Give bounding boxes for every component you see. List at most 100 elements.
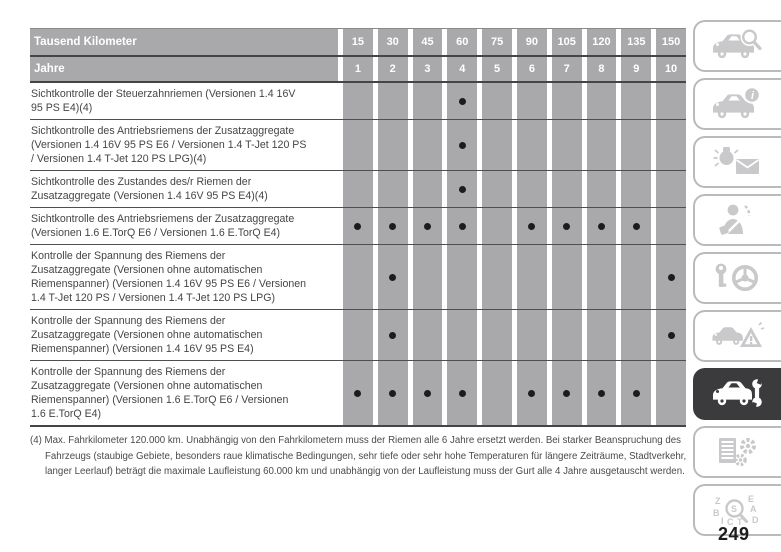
interval-cell xyxy=(412,83,443,119)
document-gears-icon xyxy=(719,438,756,467)
svg-text:A: A xyxy=(750,504,757,514)
footnote: (4) Max. Fahrkilometer 120.000 km. Unabh… xyxy=(30,435,687,477)
interval-cell xyxy=(621,171,652,207)
interval-cell xyxy=(377,83,408,119)
km-col-60: 60 xyxy=(447,29,478,55)
interval-cell xyxy=(586,245,617,309)
interval-cell xyxy=(621,208,652,244)
interval-cell xyxy=(516,120,547,170)
car-warning-triangle-icon xyxy=(712,321,765,347)
scheduled-dot xyxy=(458,141,466,149)
task-description: Sichtkontrolle des Antriebsriemens der Z… xyxy=(31,213,295,239)
interval-cell xyxy=(447,171,478,207)
year-col-9: 9 xyxy=(621,57,652,81)
tab-safety[interactable] xyxy=(693,194,781,246)
svg-text:I: I xyxy=(721,516,724,526)
car-info-icon: i xyxy=(713,87,761,119)
tab-know-vehicle[interactable] xyxy=(693,20,781,72)
tab-warning-lights-messages[interactable] xyxy=(693,136,781,188)
scheduled-dot xyxy=(632,389,640,397)
interval-cell xyxy=(412,361,443,425)
interval-cell xyxy=(482,83,512,119)
tab-dashboard-info[interactable]: i xyxy=(693,78,781,130)
km-col-45: 45 xyxy=(412,29,443,55)
km-col-150: 150 xyxy=(656,29,686,55)
interval-cell xyxy=(447,310,478,360)
tab-starting-driving[interactable] xyxy=(693,252,781,304)
tab-emergency[interactable] xyxy=(693,310,781,362)
interval-cell xyxy=(412,208,443,244)
interval-cell xyxy=(377,120,408,170)
interval-cell xyxy=(516,208,547,244)
schedule-row: Sichtkontrolle des Antriebsriemens der Z… xyxy=(30,208,686,245)
scheduled-dot xyxy=(563,389,571,397)
interval-cell xyxy=(656,208,686,244)
interval-cell xyxy=(656,310,686,360)
interval-cell xyxy=(447,245,478,309)
svg-text:D: D xyxy=(752,515,759,525)
interval-cell xyxy=(586,171,617,207)
year-col-7: 7 xyxy=(551,57,582,81)
svg-text:i: i xyxy=(751,90,755,102)
scheduled-dot xyxy=(354,222,362,230)
year-col-6: 6 xyxy=(516,57,547,81)
task-description: Sichtkontrolle der Steuerzahnriemen (Ver… xyxy=(31,88,296,114)
scheduled-dot xyxy=(458,222,466,230)
interval-cell xyxy=(343,120,373,170)
warning-light-envelope-icon xyxy=(713,147,759,174)
interval-cell xyxy=(377,208,408,244)
interval-cell xyxy=(656,361,686,425)
year-col-4: 4 xyxy=(447,57,478,81)
tab-technical-data[interactable] xyxy=(693,426,781,478)
km-col-90: 90 xyxy=(516,29,547,55)
interval-cell xyxy=(412,120,443,170)
scheduled-dot xyxy=(458,389,466,397)
scheduled-dot xyxy=(389,389,397,397)
interval-cell xyxy=(447,361,478,425)
km-col-135: 135 xyxy=(621,29,652,55)
scheduled-dot xyxy=(597,222,605,230)
year-col-3: 3 xyxy=(412,57,443,81)
interval-cell xyxy=(656,245,686,309)
chapter-tab-sidebar: i xyxy=(693,20,781,536)
task-description: Kontrolle der Spannung des Riemens der Z… xyxy=(31,250,307,304)
svg-text:B: B xyxy=(713,508,720,518)
km-col-15: 15 xyxy=(343,29,373,55)
schedule-row: Kontrolle der Spannung des Riemens der Z… xyxy=(30,361,686,427)
task-description: Sichtkontrolle des Zustandes des/r Rieme… xyxy=(31,176,268,202)
scheduled-dot xyxy=(423,389,431,397)
interval-cell xyxy=(343,83,373,119)
person-seatbelt-airbag-icon xyxy=(719,204,751,235)
maintenance-schedule-table: Tausend Kilometer 15 30 45 60 75 90 105 120 135 1… xyxy=(30,28,686,427)
task-description: Kontrolle der Spannung des Riemens der Z… xyxy=(31,315,263,355)
year-col-2: 2 xyxy=(377,57,408,81)
scheduled-dot xyxy=(632,222,640,230)
interval-cell xyxy=(586,208,617,244)
interval-cell xyxy=(343,310,373,360)
interval-cell xyxy=(482,208,512,244)
scheduled-dot xyxy=(667,331,675,339)
km-header-label: Tausend Kilometer xyxy=(30,29,338,55)
interval-cell xyxy=(551,245,582,309)
car-wrench-icon xyxy=(713,378,763,408)
svg-text:C: C xyxy=(727,517,734,527)
interval-cell xyxy=(551,120,582,170)
tab-index[interactable]: Z E B A I C T D S xyxy=(693,484,781,536)
tab-service-maintenance[interactable] xyxy=(693,368,781,420)
scheduled-dot xyxy=(563,222,571,230)
interval-cell xyxy=(516,83,547,119)
km-col-120: 120 xyxy=(586,29,617,55)
interval-cell xyxy=(482,171,512,207)
interval-cell xyxy=(516,310,547,360)
year-col-1: 1 xyxy=(343,57,373,81)
car-magnifier-icon xyxy=(713,29,762,59)
schedule-row: Sichtkontrolle des Antriebsriemens der Z… xyxy=(30,120,686,171)
table-body: Sichtkontrolle der Steuerzahnriemen (Ver… xyxy=(30,83,686,427)
scheduled-dot xyxy=(354,389,362,397)
interval-cell xyxy=(482,120,512,170)
year-col-8: 8 xyxy=(586,57,617,81)
interval-cell xyxy=(621,310,652,360)
scheduled-dot xyxy=(528,222,536,230)
interval-cell xyxy=(447,83,478,119)
km-header-row: Tausend Kilometer 15 30 45 60 75 90 105 120 135 1… xyxy=(30,28,686,57)
